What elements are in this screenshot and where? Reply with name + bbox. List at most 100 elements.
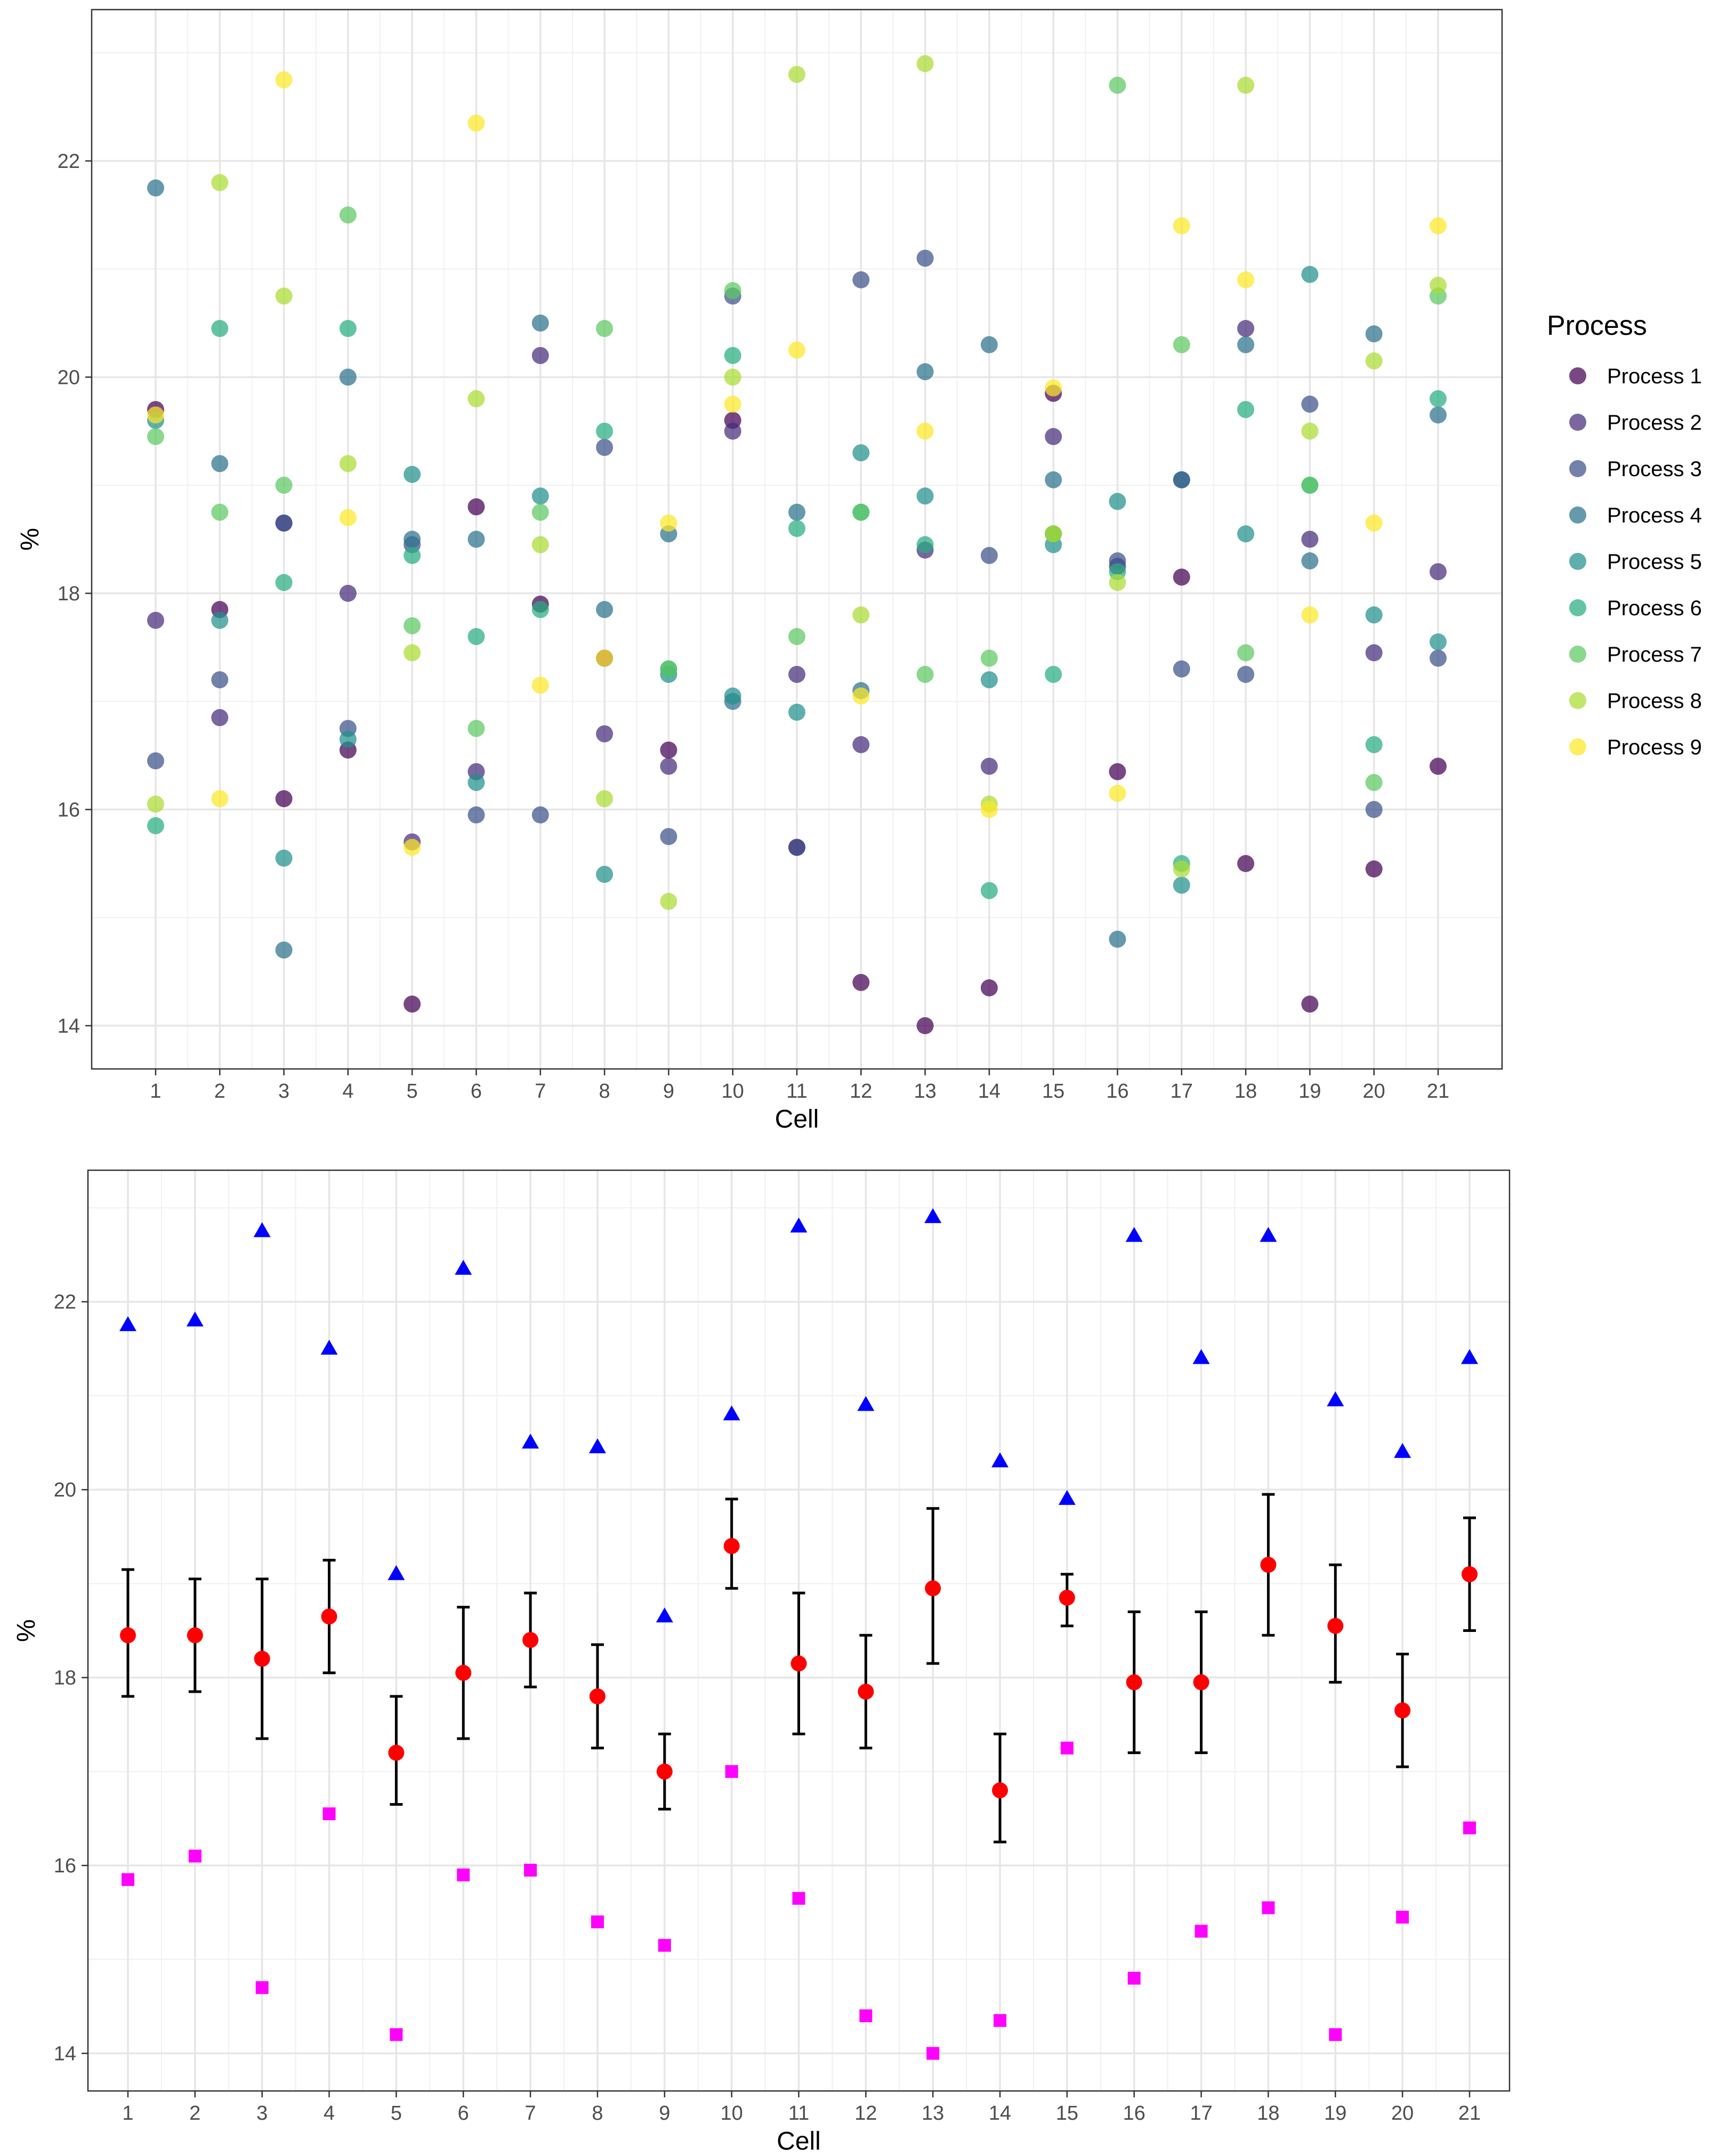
point-process-5 [596,866,614,883]
top-x-tick-label: 18 [1234,1080,1257,1103]
point-process-3 [467,806,485,824]
point-process-2 [339,584,357,602]
point-process-7 [980,649,998,667]
point-process-7 [211,503,229,521]
marker-mean [321,1608,337,1625]
point-process-8 [1173,860,1190,878]
marker-mean [1394,1702,1411,1719]
marker-minimum [122,1873,134,1886]
top-y-tick-label: 14 [58,1015,80,1037]
point-process-8 [852,606,870,624]
marker-maximum [723,1405,740,1421]
point-process-2 [1430,563,1447,581]
legend-label-process-2: Process 2 [1607,411,1702,435]
legend-label-process-6: Process 6 [1607,597,1702,620]
marker-mean [1059,1589,1075,1606]
marker-minimum [255,1981,269,1994]
point-process-9 [980,801,998,818]
point-process-8 [467,390,485,407]
point-process-8 [1430,277,1447,294]
point-process-6 [403,546,421,564]
point-process-1 [916,1017,934,1034]
point-process-5 [980,671,998,689]
marker-mean [522,1632,539,1648]
marker-minimum [1329,2028,1342,2041]
marker-maximum [186,1311,204,1326]
point-process-3 [211,671,229,689]
top-x-tick-label: 8 [599,1080,610,1103]
point-process-4 [339,368,357,386]
point-process-1 [467,498,485,516]
point-process-9 [788,341,805,359]
point-process-5 [916,487,934,505]
marker-mean [723,1538,740,1554]
legend-key-process-6 [1569,599,1586,616]
top-x-tick-label: 15 [1042,1080,1064,1103]
marker-maximum [455,1260,472,1275]
marker-mean [1193,1674,1209,1691]
point-process-8 [724,368,741,386]
point-process-3 [596,439,614,456]
marker-maximum [1461,1349,1478,1364]
point-process-9 [403,839,421,856]
legend-label-process-1: Process 1 [1607,365,1702,388]
top-x-tick-label: 1 [150,1080,161,1103]
point-process-9 [852,687,870,705]
point-process-9 [531,677,549,694]
marker-mean [790,1655,807,1672]
point-process-4 [467,530,485,548]
bottom-x-tick-label: 16 [1123,2102,1145,2125]
marker-minimum [591,1915,604,1928]
point-process-9 [1173,217,1190,235]
point-process-6 [339,320,357,337]
top-x-tick-label: 12 [850,1080,872,1103]
point-process-6 [916,536,934,553]
bottom-y-tick-label: 20 [54,1479,76,1501]
point-process-4 [788,503,805,521]
top-x-tick-label: 9 [663,1080,674,1103]
point-process-7 [596,320,614,337]
point-process-1 [403,995,421,1013]
marker-minimum [1195,1925,1208,1938]
legend-key-process-1 [1569,367,1586,384]
point-process-6 [211,320,229,337]
point-process-5 [1430,633,1447,651]
point-process-5 [211,612,229,629]
marker-mean [455,1664,472,1681]
marker-minimum [322,1807,336,1821]
point-process-2 [531,347,549,364]
point-process-7 [852,503,870,521]
point-process-8 [788,66,805,83]
marker-maximum [656,1607,673,1623]
point-process-4 [596,601,614,618]
point-process-3 [660,828,677,846]
marker-mean [925,1580,941,1597]
top-x-tick-label: 13 [914,1080,936,1103]
point-process-3 [1430,649,1447,667]
point-process-6 [980,882,998,899]
point-process-6 [1365,736,1383,753]
point-process-5 [403,465,421,483]
point-process-1 [660,741,677,759]
point-process-8 [916,55,934,73]
point-process-1 [1430,758,1447,775]
top-x-tick-label: 14 [978,1080,1000,1103]
bottom-x-tick-label: 10 [721,2102,743,2125]
top-x-tick-label: 5 [407,1080,418,1103]
marker-minimum [859,2009,873,2023]
bottom-x-tick-label: 11 [788,2102,809,2125]
legend-key-process-7 [1569,646,1586,663]
point-process-6 [1237,401,1255,419]
marker-mean [656,1763,673,1780]
bottom-x-tick-label: 14 [989,2102,1011,2125]
top-y-axis-title: % [16,528,44,551]
bottom-x-tick-label: 15 [1056,2102,1078,2125]
top-y-tick-label: 20 [58,366,80,389]
marker-maximum [119,1316,136,1331]
point-process-3 [1173,660,1190,678]
marker-minimum [390,2028,403,2041]
bottom-x-tick-label: 7 [525,2102,536,2125]
marker-minimum [994,2014,1007,2027]
